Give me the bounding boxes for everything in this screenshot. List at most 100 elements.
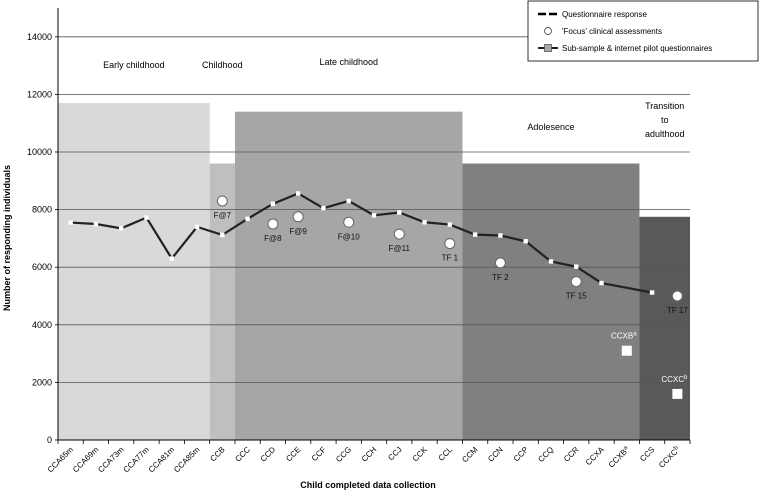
x-tick-label: CCXA — [584, 445, 607, 468]
focus-point — [343, 216, 355, 228]
questionnaire-point — [68, 220, 73, 225]
x-tick-label: CCP — [512, 445, 530, 463]
y-tick-label: 14000 — [27, 32, 52, 42]
focus-point-label: TF 2 — [492, 273, 509, 282]
x-tick-label: CCS — [638, 445, 656, 463]
y-axis-label: Number of responding individuals — [2, 165, 12, 311]
questionnaire-point — [169, 256, 174, 261]
stage-band — [58, 103, 210, 440]
questionnaire-point — [422, 220, 427, 225]
questionnaire-point — [472, 232, 478, 237]
x-tick-label: CCQ — [536, 445, 555, 464]
x-tick-label: CCA69m — [71, 445, 101, 475]
focus-point — [292, 211, 304, 223]
legend: Questionnaire response 'Focus' clinical a… — [527, 0, 759, 62]
x-tick-label: CCJ — [386, 445, 403, 462]
x-tick-label: CCA85m — [172, 445, 202, 475]
focus-point-label: TF 15 — [566, 292, 587, 301]
x-tick-label: CCR — [562, 445, 581, 464]
questionnaire-point — [270, 201, 276, 207]
x-tick-label: CCB — [208, 445, 226, 463]
x-tick-label: CCXCb — [657, 445, 682, 470]
questionnaire-point — [220, 232, 225, 238]
focus-point-label: TF 1 — [442, 254, 459, 263]
stage-label: adulthood — [645, 129, 685, 139]
x-tick-label: CCL — [437, 445, 455, 463]
focus-point — [267, 218, 279, 230]
questionnaire-point — [447, 222, 453, 227]
questionnaire-point — [574, 264, 579, 269]
x-tick-label: CCG — [334, 445, 353, 464]
y-tick-label: 12000 — [27, 89, 52, 99]
stage-label: Adolesence — [527, 122, 574, 132]
questionnaire-point — [245, 216, 250, 222]
data-series: F@7 F@8 F@9 F@10 F@11 TF 1 TF 2 TF 15 TF 17 CCXBa… — [68, 191, 688, 399]
stage-band — [639, 216, 690, 440]
questionnaire-point — [321, 205, 326, 211]
questionnaire-point — [93, 221, 99, 227]
x-tick-label: CCC — [233, 445, 252, 464]
questionnaire-point — [523, 239, 528, 244]
stage-label: Transition — [645, 101, 684, 111]
y-tick-label: 8000 — [32, 205, 52, 215]
legend-label: Sub-sample & internet pilot questionnair… — [562, 44, 712, 53]
focus-point-label: F@9 — [289, 227, 307, 236]
questionnaire-point — [599, 280, 604, 286]
questionnaire-point — [371, 213, 377, 218]
stage-label: Childhood — [202, 60, 243, 70]
subsample-label: CCXCb — [661, 375, 688, 384]
stage-label: to — [661, 115, 669, 125]
stage-band — [234, 111, 463, 441]
x-tick-label: CCD — [259, 445, 278, 464]
focus-point — [216, 195, 228, 207]
focus-point — [393, 228, 405, 240]
legend-square-swatch — [544, 44, 552, 52]
y-tick-label: 10000 — [27, 147, 52, 157]
x-tick-label: CCE — [284, 445, 302, 463]
questionnaire-point — [194, 224, 200, 230]
focus-point — [444, 238, 456, 250]
y-tick-label: 0 — [47, 435, 52, 445]
stage-bands — [58, 103, 690, 441]
stage-label: Late childhood — [319, 57, 378, 67]
subsample-label: CCXBa — [611, 332, 637, 341]
legend-label: 'Focus' clinical assessments — [562, 27, 662, 36]
questionnaire-point — [346, 198, 351, 204]
focus-point — [671, 290, 683, 302]
legend-label: Questionnaire response — [562, 10, 647, 19]
questionnaire-point — [498, 233, 503, 238]
questionnaire-point — [295, 191, 301, 196]
questionnaire-point — [144, 215, 149, 220]
subsample-point — [672, 388, 683, 399]
focus-point-label: TF 17 — [667, 306, 688, 315]
x-tick-label: CCA77m — [122, 445, 152, 475]
x-tick-label: CCN — [486, 445, 505, 464]
x-tick-label: CCXBa — [607, 445, 632, 470]
questionnaire-point — [649, 290, 655, 295]
y-tick-label: 4000 — [32, 320, 52, 330]
stage-label: Early childhood — [103, 60, 165, 70]
focus-point-label: F@7 — [214, 211, 232, 220]
x-tick-label: CCA65m — [46, 445, 76, 475]
x-axis-label: Child completed data collection — [300, 480, 436, 490]
questionnaire-point — [119, 226, 124, 231]
x-tick-label: CCA73m — [96, 445, 126, 475]
focus-point-label: F@10 — [338, 232, 360, 241]
focus-point — [570, 276, 582, 288]
y-tick-label: 2000 — [32, 377, 52, 387]
x-tick-label: CCK — [411, 445, 430, 464]
stage-labels: Early childhood Childhood Late childhood Ad… — [103, 57, 684, 139]
focus-point-label: F@8 — [264, 234, 282, 243]
y-tick-label: 6000 — [32, 262, 52, 272]
x-tick-label: CCF — [310, 445, 328, 463]
x-tick-label: CCH — [360, 445, 379, 464]
focus-point-label: F@11 — [389, 244, 411, 253]
legend-box — [527, 0, 759, 62]
focus-point — [494, 257, 506, 269]
questionnaire-point — [548, 259, 554, 264]
questionnaire-point — [397, 210, 402, 215]
stage-band — [462, 163, 640, 440]
legend-circle-swatch — [544, 27, 552, 35]
x-tick-label: CCA81m — [147, 445, 177, 475]
